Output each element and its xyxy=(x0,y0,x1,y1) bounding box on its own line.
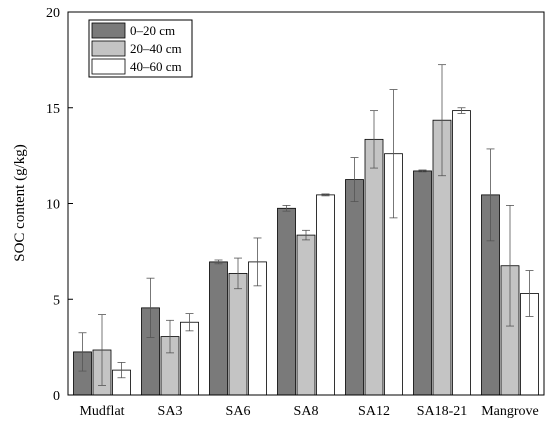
bar xyxy=(209,261,228,396)
legend-swatch xyxy=(91,40,126,57)
x-tick-label: SA6 xyxy=(226,404,251,419)
y-tick-label: 5 xyxy=(53,293,60,308)
bars-layer xyxy=(73,110,539,396)
bar xyxy=(228,272,248,396)
bar xyxy=(452,110,471,396)
legend-swatch xyxy=(91,58,126,75)
x-ticks: Mudflat SA3 SA6 SA8 SA12 SA18-21 Mangrove xyxy=(79,404,538,419)
y-tick-label: 20 xyxy=(46,6,60,21)
y-tick-label: 15 xyxy=(46,102,60,117)
x-tick-label: SA8 xyxy=(294,404,319,419)
x-tick-label: Mangrove xyxy=(481,404,539,419)
x-tick-label: Mudflat xyxy=(79,404,124,419)
y-tick-label: 0 xyxy=(53,389,60,404)
legend-label: 20–40 cm xyxy=(130,41,182,56)
legend: 0–20 cm 20–40 cm 40–60 cm xyxy=(88,19,193,78)
x-tick-label: SA18-21 xyxy=(417,404,468,419)
bar xyxy=(277,207,296,396)
y-tick-label: 10 xyxy=(46,198,60,213)
bar xyxy=(316,194,335,396)
bar xyxy=(180,321,199,396)
legend-label: 40–60 cm xyxy=(130,59,182,74)
bar xyxy=(413,170,432,396)
x-tick-label: SA3 xyxy=(158,404,183,419)
bar xyxy=(296,234,316,396)
bar xyxy=(345,179,364,396)
x-tick-label: SA12 xyxy=(358,404,390,419)
legend-swatch xyxy=(91,22,126,39)
y-axis-title: SOC content (g/kg) xyxy=(12,144,28,262)
y-ticks: 0 5 10 15 20 xyxy=(46,6,73,404)
bar xyxy=(364,138,384,396)
error-bars-layer xyxy=(78,64,534,386)
legend-label: 0–20 cm xyxy=(130,23,175,38)
